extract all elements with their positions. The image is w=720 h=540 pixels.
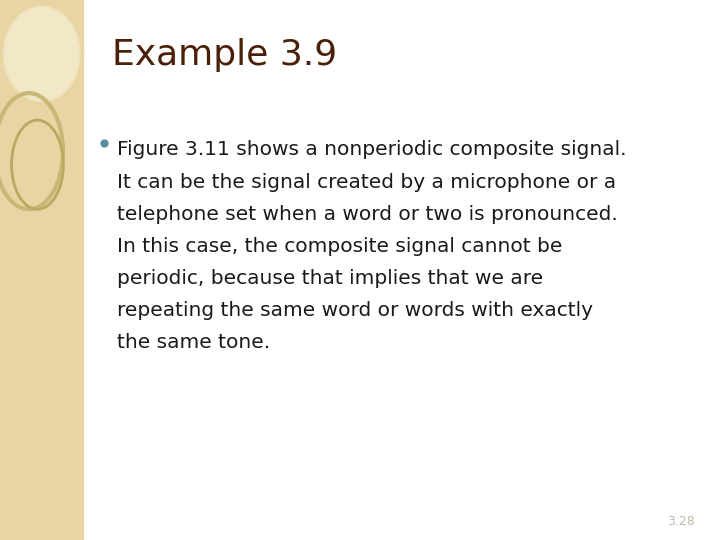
Text: Example 3.9: Example 3.9 [112,38,337,72]
Text: telephone set when a word or two is pronounced.: telephone set when a word or two is pron… [117,205,617,224]
Ellipse shape [4,6,79,102]
Text: In this case, the composite signal cannot be: In this case, the composite signal canno… [117,237,562,256]
Text: the same tone.: the same tone. [117,333,270,352]
Bar [0,0,83,540]
Text: repeating the same word or words with exactly: repeating the same word or words with ex… [117,301,593,320]
Text: Figure 3.11 shows a nonperiodic composite signal.: Figure 3.11 shows a nonperiodic composit… [117,140,626,159]
Text: It can be the signal created by a microphone or a: It can be the signal created by a microp… [117,173,616,192]
Text: 3.28: 3.28 [667,515,695,528]
Text: periodic, because that implies that we are: periodic, because that implies that we a… [117,269,543,288]
